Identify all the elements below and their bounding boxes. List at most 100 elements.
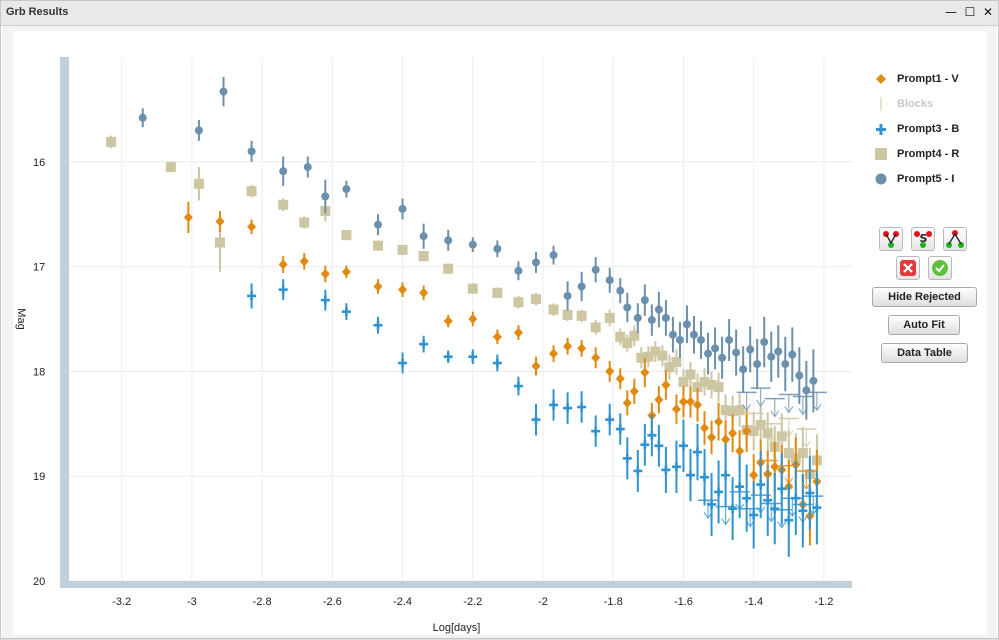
- data-point-v: [766, 495, 770, 505]
- legend-item-b[interactable]: Prompt3 - B: [871, 119, 981, 144]
- y-axis-label: Mag: [15, 308, 27, 329]
- chart-legend: Prompt1 - V Blocks Prompt3 - B Prompt4 -…: [871, 69, 981, 194]
- data-point: [418, 251, 429, 262]
- upper-limit-arrow: [745, 508, 755, 528]
- data-point: [605, 366, 615, 377]
- minimize-icon[interactable]: —: [945, 5, 957, 19]
- data-point: [215, 216, 225, 227]
- data-point: [671, 404, 681, 415]
- data-point: [493, 244, 502, 253]
- data-point: [576, 310, 587, 321]
- data-point-v: [657, 441, 661, 451]
- data-point: [647, 316, 656, 325]
- data-point: [468, 314, 478, 324]
- upper-limit-arrow: [742, 392, 752, 412]
- data-point: [640, 296, 649, 305]
- data-point: [661, 380, 671, 391]
- data-point: [675, 335, 684, 344]
- data-point: [299, 217, 310, 228]
- x-tick-label: -1.6: [674, 596, 693, 608]
- data-point: [513, 327, 523, 338]
- data-point: [279, 167, 288, 176]
- upper-limit-arrow: [763, 460, 773, 480]
- data-point: [654, 305, 663, 314]
- data-point: [746, 345, 755, 354]
- accept-check-icon[interactable]: [928, 256, 952, 280]
- maximize-icon[interactable]: ☐: [964, 5, 976, 19]
- data-point-v: [552, 400, 555, 410]
- upper-limit-arrow: [766, 423, 776, 443]
- data-point: [720, 405, 731, 416]
- x-tick-label: -1.4: [744, 596, 763, 608]
- data-point: [664, 362, 675, 373]
- data-point: [749, 470, 759, 481]
- y-tick-label: 20: [33, 576, 45, 588]
- legend-label: Blocks: [897, 98, 934, 110]
- data-point-v: [566, 403, 569, 413]
- data-point: [247, 221, 257, 232]
- fit-v-icon[interactable]: [879, 227, 903, 251]
- data-point-v: [664, 465, 668, 475]
- data-point: [419, 287, 429, 298]
- data-point: [341, 230, 352, 241]
- data-point-v: [650, 430, 654, 440]
- hide-rejected-button[interactable]: Hide Rejected: [872, 287, 977, 307]
- upper-limit-arrow: [812, 392, 822, 412]
- auto-fit-button[interactable]: Auto Fit: [888, 315, 960, 335]
- legend-item-i[interactable]: Prompt5 - I: [871, 169, 981, 194]
- data-point-v: [808, 488, 812, 498]
- data-point: [742, 426, 752, 437]
- legend-label: Prompt5 - I: [897, 173, 955, 185]
- data-point-v: [580, 402, 583, 412]
- data-point: [397, 244, 408, 255]
- data-point-v: [731, 504, 734, 514]
- data-point: [640, 367, 650, 378]
- data-point: [303, 163, 312, 172]
- upper-limit-arrow: [756, 495, 766, 515]
- data-point-v: [717, 487, 720, 497]
- upper-limit-arrow: [784, 394, 794, 414]
- data-point: [657, 350, 668, 361]
- legend-item-v[interactable]: Prompt1 - V: [871, 69, 981, 94]
- close-icon[interactable]: ✕: [982, 5, 994, 19]
- data-point: [372, 240, 383, 251]
- upper-limit-arrow: [801, 470, 811, 490]
- data-point: [735, 446, 745, 457]
- data-point-v: [780, 484, 784, 494]
- data-point-v: [682, 441, 685, 451]
- legend-item-r[interactable]: Prompt4 - R: [871, 144, 981, 169]
- upper-limit-arrow: [798, 504, 808, 524]
- bar-icon: [880, 97, 882, 111]
- x-tick-label: -1.8: [604, 596, 623, 608]
- legend-label: Prompt4 - R: [897, 148, 960, 160]
- data-point-v: [401, 358, 404, 368]
- data-point: [654, 394, 664, 405]
- data-point: [246, 186, 257, 197]
- data-point: [727, 406, 738, 417]
- fit-a-icon[interactable]: [943, 227, 967, 251]
- x-tick-label: -1.2: [814, 596, 833, 608]
- reject-x-icon[interactable]: [896, 256, 920, 280]
- data-point: [615, 373, 625, 384]
- square-icon: [875, 148, 887, 160]
- data-point: [728, 428, 738, 439]
- plus-icon: [876, 124, 886, 135]
- data-table-button[interactable]: Data Table: [881, 343, 968, 363]
- data-point: [689, 330, 698, 339]
- data-point: [165, 162, 176, 173]
- legend-item-blocks[interactable]: Blocks: [871, 94, 981, 119]
- data-point: [678, 376, 689, 387]
- data-point: [492, 331, 502, 342]
- data-point-v: [773, 504, 777, 514]
- x-axis-bar: [60, 581, 852, 588]
- data-point: [468, 240, 477, 249]
- fit-s-icon[interactable]: S: [911, 227, 935, 251]
- x-axis-label: Log[days]: [433, 622, 481, 634]
- data-point-v: [446, 352, 450, 362]
- upper-limit-arrow: [703, 500, 713, 520]
- upper-limit-arrow: [735, 491, 745, 511]
- data-point: [685, 369, 696, 380]
- data-point: [605, 276, 614, 285]
- data-point: [373, 220, 382, 229]
